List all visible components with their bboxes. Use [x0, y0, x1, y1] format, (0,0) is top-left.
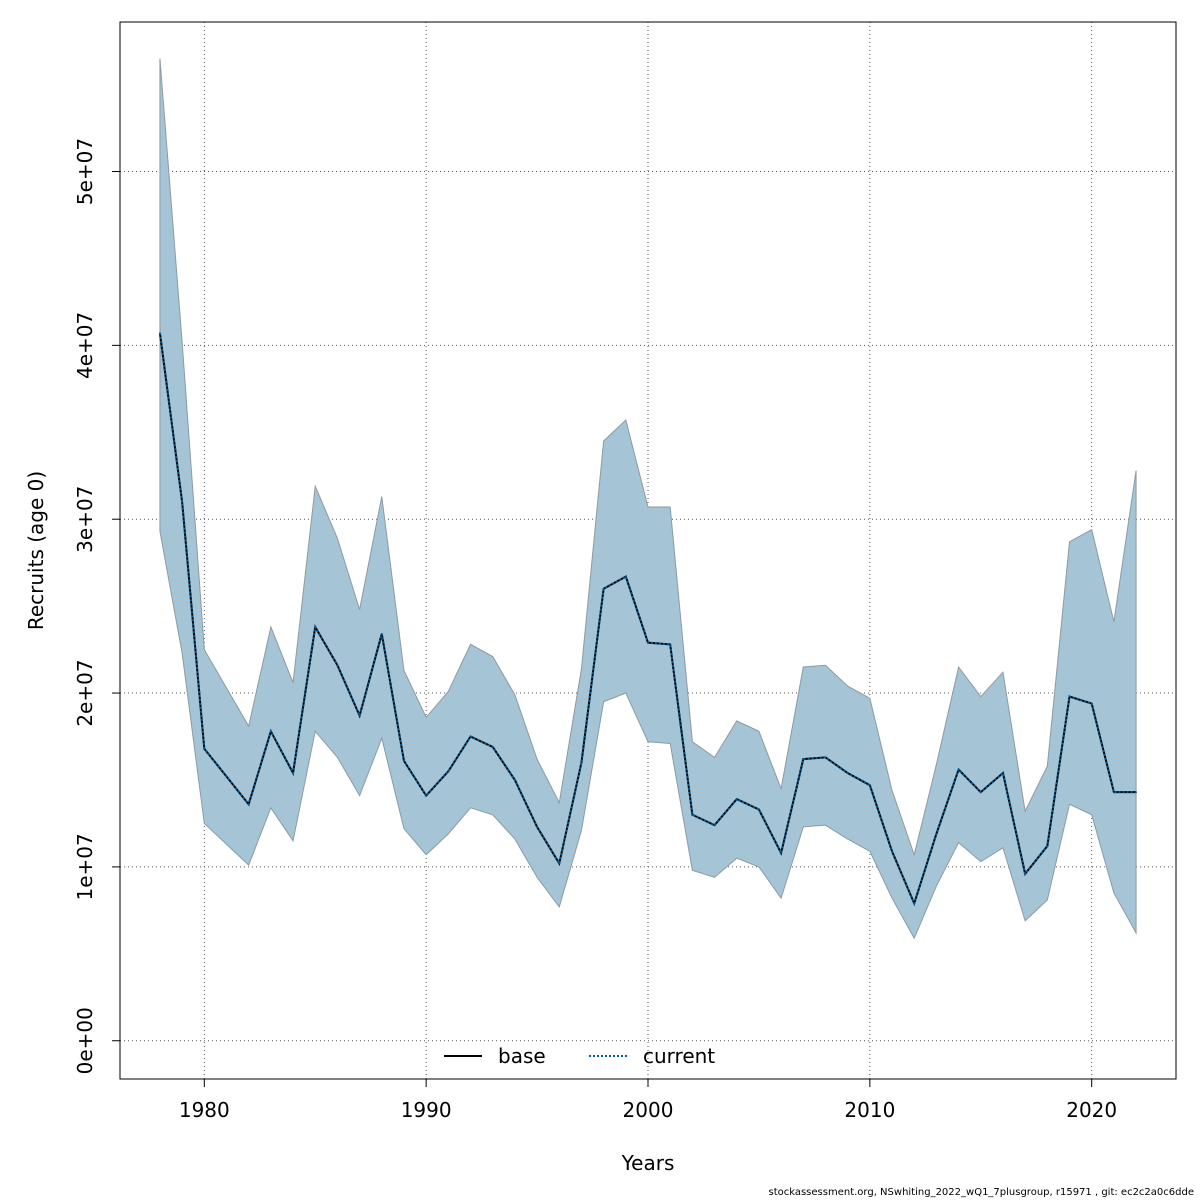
- data-point-current: [514, 779, 516, 781]
- data-point-current: [380, 633, 383, 635]
- data-point-current: [780, 852, 782, 854]
- y-tick-label: 2e+07: [73, 659, 97, 726]
- data-point-current: [625, 575, 627, 578]
- legend: base current: [444, 1044, 715, 1068]
- data-point-current: [336, 664, 339, 667]
- data-point-current: [1002, 772, 1004, 774]
- data-point-current: [403, 760, 405, 762]
- data-point-current: [957, 768, 960, 771]
- legend-label-base: base: [498, 1044, 546, 1068]
- data-point-current: [824, 756, 827, 759]
- data-point-current: [691, 813, 694, 816]
- data-point-current: [536, 826, 538, 828]
- y-tick-label: 5e+07: [73, 138, 97, 205]
- confidence-band: [159, 58, 1137, 940]
- data-point-current: [1068, 695, 1071, 698]
- data-point-current: [225, 775, 228, 778]
- data-point-current: [1046, 845, 1049, 847]
- data-point-current: [1113, 791, 1115, 793]
- data-point-current: [735, 798, 738, 800]
- x-tick-label: 1980: [179, 1098, 230, 1122]
- data-point-current: [203, 747, 206, 750]
- data-point-current: [869, 784, 871, 786]
- data-point-current: [979, 791, 982, 793]
- data-point-current: [891, 850, 893, 853]
- x-tick-label: 2000: [623, 1098, 674, 1122]
- data-point-current: [314, 626, 317, 628]
- data-point-current: [580, 761, 583, 764]
- data-point-current: [647, 641, 649, 644]
- legend-label-current: current: [643, 1044, 715, 1068]
- x-tick-label: 1990: [401, 1098, 452, 1122]
- data-point-current: [713, 824, 716, 826]
- data-point-current: [447, 770, 450, 773]
- data-point-current: [270, 730, 272, 733]
- x-tick-label: 2020: [1066, 1098, 1117, 1122]
- y-tick-label: 0e+00: [73, 1007, 97, 1074]
- y-axis-title: Recruits (age 0): [24, 471, 48, 630]
- axes-layer: 1980 1990 2000 2010 2020 0e+00 1e+07 2e+07 3e+07…: [73, 138, 1117, 1122]
- data-point-current: [758, 808, 760, 811]
- footer-credit: stockassessment.org, NSwhiting_2022_wQ1_…: [768, 1187, 1194, 1198]
- x-tick-label: 2010: [844, 1098, 895, 1122]
- y-tick-label: 4e+07: [73, 312, 97, 379]
- data-point-current: [558, 862, 561, 865]
- data-point-current: [181, 501, 183, 503]
- data-point-current: [159, 332, 161, 334]
- data-point-current: [491, 746, 494, 748]
- data-point-current: [802, 758, 805, 760]
- data-point-current: [669, 643, 671, 646]
- x-axis-title: Years: [621, 1151, 675, 1175]
- confidence-band-layer: [159, 58, 1137, 940]
- data-point-current: [1090, 702, 1093, 705]
- data-point-current: [935, 833, 938, 835]
- data-point-current: [602, 587, 605, 590]
- data-point-current: [1135, 791, 1137, 793]
- y-tick-label: 1e+07: [73, 833, 97, 900]
- plot-frame: [119, 21, 1177, 1080]
- data-point-current: [469, 735, 472, 738]
- y-tick-label: 3e+07: [73, 486, 97, 553]
- data-point-current: [292, 772, 294, 774]
- data-point-current: [913, 902, 916, 905]
- data-point-current: [1024, 873, 1026, 875]
- data-point-current: [247, 803, 250, 806]
- data-point-current: [358, 714, 361, 717]
- series-lines-layer: [158, 332, 1137, 907]
- data-point-current: [846, 772, 849, 774]
- data-point-current: [425, 794, 427, 797]
